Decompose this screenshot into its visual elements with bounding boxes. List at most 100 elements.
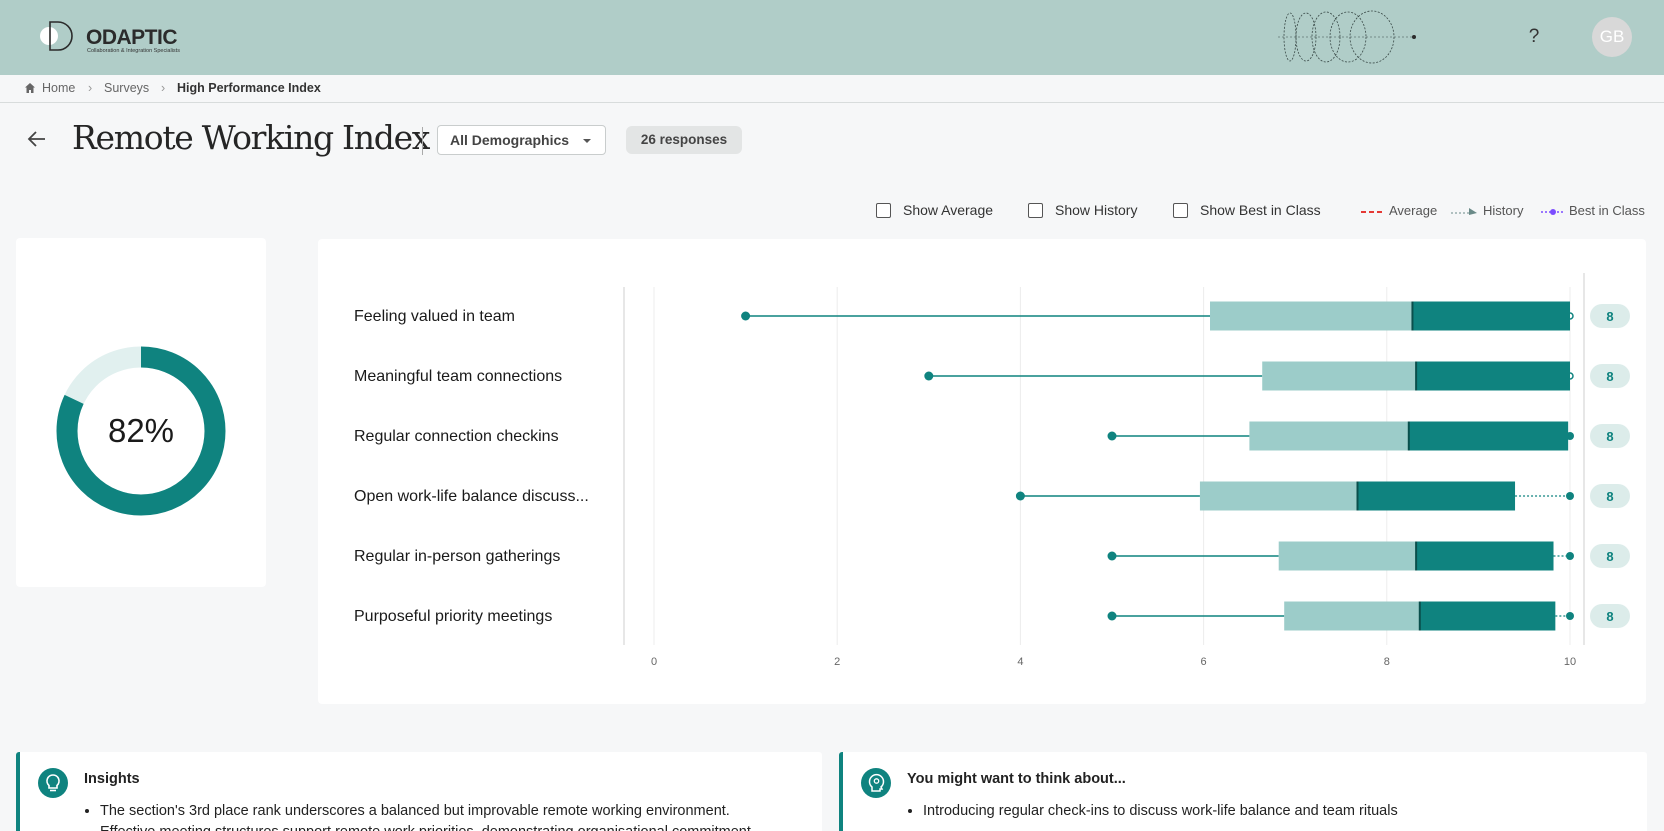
row-label: Regular in-person gatherings xyxy=(354,548,560,565)
score-pill xyxy=(1590,304,1630,328)
row-label: Meaningful team connections xyxy=(354,368,562,385)
logo-tagline: Collaboration & Integration Specialists xyxy=(87,48,180,54)
score-card: 82% xyxy=(16,238,266,587)
insights-list: The section's 3rd place rank underscores… xyxy=(100,801,800,831)
score-donut-fill xyxy=(56,346,226,516)
whisker-max-point xyxy=(1566,492,1574,500)
average-line-icon xyxy=(1361,210,1385,213)
box-upper-half xyxy=(1416,541,1554,571)
box-upper-half xyxy=(1412,301,1570,331)
legend-average-label: Average xyxy=(1389,203,1438,218)
think-about-item: Introducing regular check-ins to discuss… xyxy=(923,801,1623,822)
show-average-checkbox[interactable]: Show Average xyxy=(876,202,993,220)
legend-average: Average xyxy=(1360,203,1437,218)
score-pill xyxy=(1590,544,1630,568)
logo-text: ODAPTIC xyxy=(86,26,178,49)
show-best-in-class-checkbox[interactable]: Show Best in Class xyxy=(1173,202,1321,220)
insights-card: Insights The section's 3rd place rank un… xyxy=(16,752,822,831)
logo-mark-icon xyxy=(40,21,73,51)
whisker-min-point xyxy=(1107,431,1117,441)
x-tick-label: 0 xyxy=(651,656,657,668)
caret-down-icon xyxy=(583,139,591,143)
row-label: Purposeful priority meetings xyxy=(354,608,552,625)
score-pill-value: 8 xyxy=(1606,489,1613,504)
chart-card: 0 2 4 6 8 10 Feeling valued in team 8 Meaningful… xyxy=(318,239,1646,704)
legend-best-in-class: Best in Class xyxy=(1540,203,1645,218)
checkbox-icon xyxy=(1173,203,1188,218)
history-line-icon xyxy=(1451,207,1477,215)
home-icon xyxy=(25,83,35,93)
breadcrumb-separator-icon: › xyxy=(161,81,166,95)
insights-title: Insights xyxy=(84,771,140,787)
best-in-class-line-icon xyxy=(1541,208,1565,215)
box-plot-chart: 0 2 4 6 8 10 Feeling valued in team 8 Meaningful… xyxy=(354,273,1630,668)
score-pill xyxy=(1590,484,1630,508)
box-lower-half xyxy=(1262,361,1417,391)
score-pill xyxy=(1590,424,1630,448)
think-about-list: Introducing regular check-ins to discuss… xyxy=(923,801,1623,822)
title-divider xyxy=(422,127,423,155)
odaptic-logo[interactable]: ODAPTIC Collaboration & Integration Spec… xyxy=(38,20,198,56)
box-upper-half xyxy=(1419,601,1556,631)
breadcrumb: Home › Surveys › High Performance Index xyxy=(0,75,1664,103)
whisker-max-point xyxy=(1566,552,1574,560)
score-pill-value: 8 xyxy=(1606,429,1613,444)
legend-history-label: History xyxy=(1483,203,1524,218)
whisker-min-point xyxy=(924,371,934,381)
show-best-in-class-label: Show Best in Class xyxy=(1200,202,1321,218)
box-upper-half xyxy=(1357,481,1516,511)
x-tick-label: 10 xyxy=(1564,656,1576,668)
back-arrow-icon[interactable] xyxy=(24,126,50,152)
whisker-min-point xyxy=(1107,611,1117,621)
help-button[interactable]: ? xyxy=(1528,26,1540,47)
lightbulb-icon xyxy=(38,768,68,798)
checkbox-icon xyxy=(1028,203,1043,218)
score-pill-value: 8 xyxy=(1606,609,1613,624)
box-lower-half xyxy=(1278,541,1417,571)
score-value: 82% xyxy=(107,412,175,449)
show-average-label: Show Average xyxy=(903,202,994,218)
think-about-card: You might want to think about... Introdu… xyxy=(839,752,1647,831)
score-pill-value: 8 xyxy=(1606,309,1613,324)
show-history-label: Show History xyxy=(1055,202,1138,218)
box-lower-half xyxy=(1210,301,1413,331)
score-pill xyxy=(1590,364,1630,388)
legend-history: History xyxy=(1450,203,1523,218)
top-bar: ODAPTIC Collaboration & Integration Spec… xyxy=(0,0,1664,75)
box-lower-half xyxy=(1199,481,1358,511)
x-tick-label: 2 xyxy=(834,656,840,668)
score-donut xyxy=(56,346,226,516)
responses-badge: 26 responses xyxy=(626,126,742,154)
score-pill-value: 8 xyxy=(1606,369,1613,384)
row-label: Regular connection checkins xyxy=(354,428,559,445)
checkbox-icon xyxy=(876,203,891,218)
legend-best-in-class-label: Best in Class xyxy=(1569,203,1645,218)
header-circles-icon xyxy=(1278,10,1416,64)
whisker-min-point xyxy=(1015,491,1025,501)
user-avatar[interactable]: GB xyxy=(1592,17,1632,57)
show-history-checkbox[interactable]: Show History xyxy=(1028,202,1137,220)
box-upper-half xyxy=(1416,361,1570,391)
head-brain-icon xyxy=(861,768,891,798)
box-lower-half xyxy=(1249,421,1409,451)
x-tick-label: 6 xyxy=(1201,656,1207,668)
whisker-min-point xyxy=(1107,551,1117,561)
breadcrumb-separator-icon: › xyxy=(88,81,93,95)
insight-item: The section's 3rd place rank underscores… xyxy=(100,801,800,822)
row-label: Open work-life balance discuss... xyxy=(354,488,589,505)
demographics-select[interactable]: All Demographics xyxy=(437,125,606,155)
insight-item: Effective meeting structures support rem… xyxy=(100,822,800,831)
breadcrumb-surveys-link[interactable]: Surveys xyxy=(104,81,150,95)
row-label: Feeling valued in team xyxy=(354,308,515,325)
score-pill xyxy=(1590,604,1630,628)
x-tick-label: 8 xyxy=(1384,656,1390,668)
whisker-max-point xyxy=(1566,612,1574,620)
score-pill-value: 8 xyxy=(1606,549,1613,564)
box-upper-half xyxy=(1408,421,1569,451)
demographics-select-value: All Demographics xyxy=(450,132,570,148)
x-tick-label: 4 xyxy=(1017,656,1023,668)
page-title: Remote Working Index xyxy=(72,118,430,157)
breadcrumb-home-link[interactable]: Home xyxy=(42,81,76,95)
breadcrumb-current: High Performance Index xyxy=(177,81,321,95)
box-lower-half xyxy=(1284,601,1420,631)
